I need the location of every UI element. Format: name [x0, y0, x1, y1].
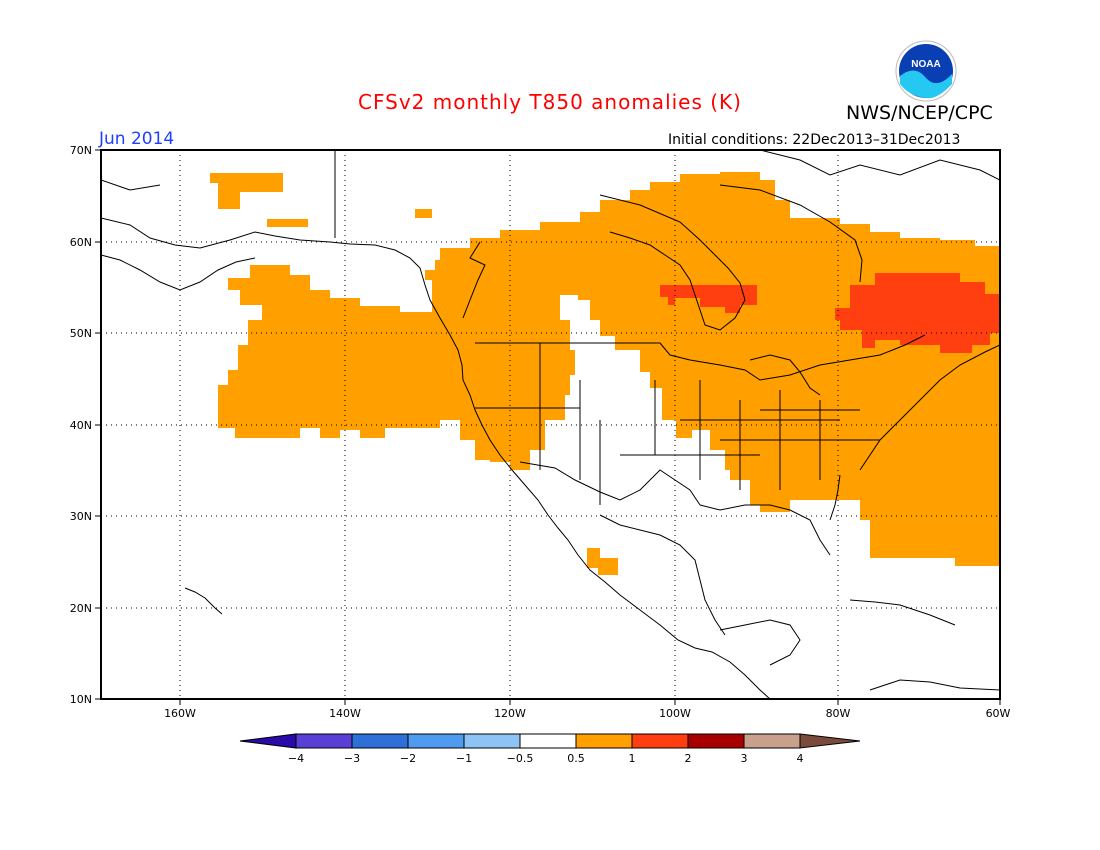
lon-label: 100W	[659, 707, 691, 720]
colorbar-label: 1	[629, 752, 636, 765]
colorbar-label: −4	[288, 752, 304, 765]
colorbar-label: 4	[797, 752, 804, 765]
colorbar-max-arrow	[799, 733, 861, 749]
lat-label: 40N	[70, 419, 92, 432]
noaa-logo-text: NOAA	[911, 59, 940, 70]
anomaly-patch-orange	[587, 548, 618, 575]
colorbar-swatch	[463, 733, 521, 749]
colorbar-swatch	[575, 733, 633, 749]
lat-label: 60N	[70, 236, 92, 249]
colorbar-label: −0.5	[507, 752, 534, 765]
colorbar-swatch	[519, 733, 577, 749]
lon-label: 160W	[164, 707, 196, 720]
colorbar-label: 3	[741, 752, 748, 765]
initial-conditions: Initial conditions: 22Dec2013–31Dec2013	[668, 132, 961, 148]
agency-label: NWS/NCEP/CPC	[846, 102, 993, 124]
lon-label: 120W	[494, 707, 526, 720]
lat-label: 20N	[70, 602, 92, 615]
lat-label: 70N	[70, 144, 92, 157]
colorbar-label: −3	[344, 752, 360, 765]
lon-label: 140W	[329, 707, 361, 720]
colorbar: −4 −3 −2 −1 −0.5 0.5 1 2 3 4	[239, 733, 861, 765]
anomaly-patch-orange	[415, 209, 432, 218]
lat-label: 10N	[70, 693, 92, 706]
anomaly-patch-orange	[210, 173, 283, 209]
colorbar-swatch	[351, 733, 409, 749]
colorbar-swatch	[743, 733, 801, 749]
axis-ticks	[95, 149, 1001, 705]
anomaly-fields	[210, 172, 1000, 575]
colorbar-label: 0.5	[567, 752, 585, 765]
noaa-logo-icon: NOAA	[895, 40, 957, 102]
anomaly-patch-orange	[267, 219, 308, 227]
anomaly-patch-red	[660, 285, 757, 313]
colorbar-swatch	[295, 733, 353, 749]
lon-label: 60W	[986, 707, 1011, 720]
lat-labels: 70N 60N 50N 40N 30N 20N 10N	[70, 144, 92, 706]
colorbar-swatch	[687, 733, 745, 749]
forecast-month: Jun 2014	[99, 129, 175, 149]
colorbar-label: −1	[456, 752, 472, 765]
colorbar-label: 2	[685, 752, 692, 765]
colorbar-swatch	[407, 733, 465, 749]
lon-labels: 160W 140W 120W 100W 80W 60W	[164, 707, 1010, 720]
colorbar-swatch	[631, 733, 689, 749]
lat-label: 50N	[70, 327, 92, 340]
anomaly-patch-orange	[218, 172, 1000, 566]
colorbar-min-arrow	[239, 733, 297, 749]
map-title: CFSv2 monthly T850 anomalies (K)	[358, 90, 742, 114]
colorbar-label: −2	[400, 752, 416, 765]
coastlines	[101, 150, 1000, 699]
lat-label: 30N	[70, 510, 92, 523]
lon-label: 80W	[826, 707, 851, 720]
